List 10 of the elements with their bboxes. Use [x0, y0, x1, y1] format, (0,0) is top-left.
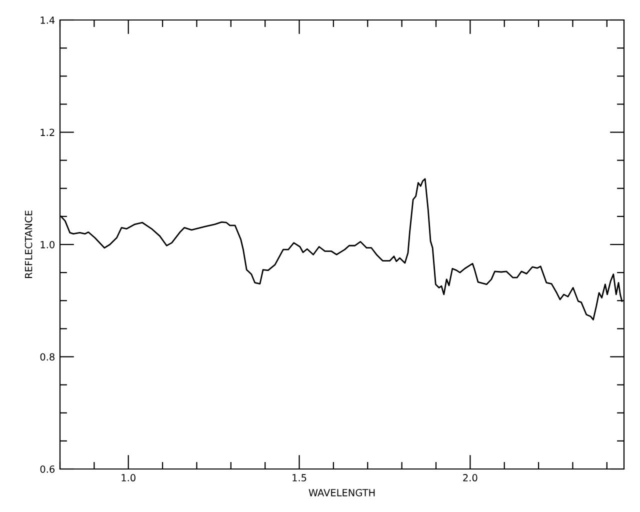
y-tick-label: 0.6: [40, 465, 55, 473]
y-tick-label: 1.2: [40, 128, 54, 136]
x-tick-label: 2.0: [463, 474, 478, 482]
y-tick-label: 1.4: [40, 16, 55, 24]
y-axis-title: REFLECTANCE: [24, 210, 32, 278]
y-tick-label: 1.0: [40, 240, 54, 248]
x-axis-title: WAVELENGTH: [308, 489, 375, 496]
x-tick-label: 1.5: [292, 474, 306, 482]
y-tick-label: 0.8: [40, 353, 54, 361]
x-tick-label: 1.0: [122, 474, 136, 482]
